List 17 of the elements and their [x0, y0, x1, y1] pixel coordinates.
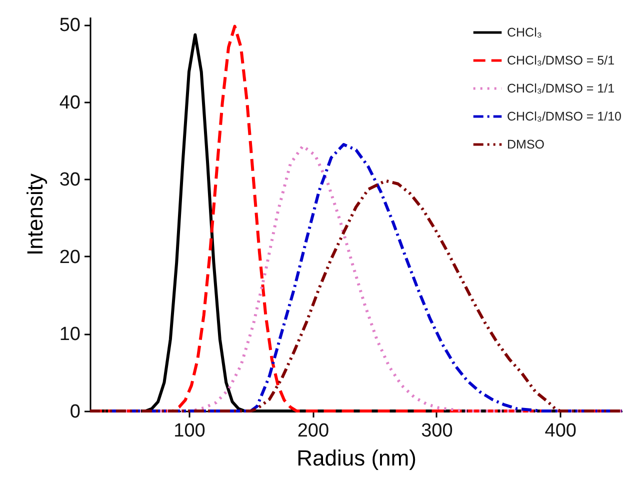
legend-label: CHCl₃	[507, 26, 542, 40]
y-tick-label: 40	[59, 92, 80, 114]
y-tick-label: 30	[59, 170, 80, 191]
y-tick-label: 50	[59, 15, 80, 36]
legend-label: CHCl₃/DMSO = 1/10	[507, 110, 622, 124]
x-tick-label: 100	[174, 420, 206, 442]
y-tick-label: 20	[59, 246, 80, 268]
x-tick-label: 200	[297, 420, 330, 442]
y-tick-label: 0	[70, 402, 80, 422]
y-axis-title: Intensity	[22, 174, 48, 256]
legend-label: DMSO	[507, 138, 545, 152]
legend-label: CHCl₃/DMSO = 5/1	[507, 54, 615, 68]
x-axis-title: Radius (nm)	[296, 446, 416, 470]
legend-label: CHCl₃/DMSO = 1/1	[507, 82, 615, 96]
y-tick-label: 10	[59, 324, 80, 346]
x-tick-label: 400	[544, 420, 576, 442]
x-tick-label: 300	[421, 420, 453, 442]
